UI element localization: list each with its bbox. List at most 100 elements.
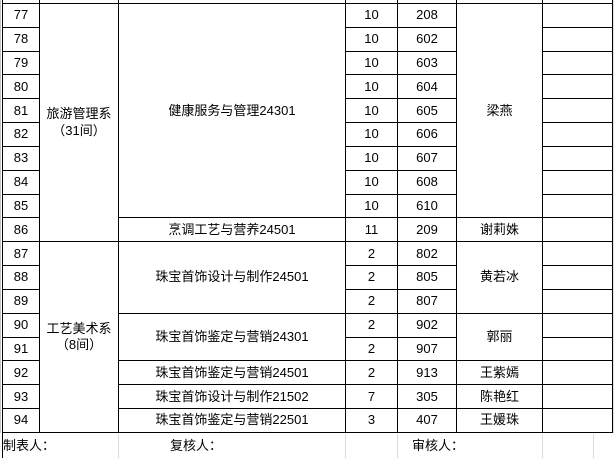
room-number-cell[interactable]: 209 <box>397 217 457 243</box>
major-cell[interactable]: 珠宝首饰设计与制作24501 <box>118 241 346 314</box>
row-number-cell[interactable]: 85 <box>2 193 40 219</box>
empty-cell[interactable] <box>542 408 613 433</box>
row-number-cell[interactable]: 94 <box>2 408 40 433</box>
room-count-cell[interactable]: 3 <box>345 408 398 433</box>
room-count-cell[interactable]: 10 <box>345 50 398 76</box>
room-number-cell[interactable]: 602 <box>397 26 457 52</box>
row-number-cell[interactable]: 88 <box>2 265 40 290</box>
room-number-cell[interactable]: 807 <box>397 288 457 314</box>
row-number-cell[interactable]: 92 <box>2 360 40 386</box>
teacher-name-cell[interactable]: 梁燕 <box>456 2 543 219</box>
department-cell[interactable]: 工艺美术系 （8间） <box>39 241 119 433</box>
room-number-cell[interactable]: 407 <box>397 408 457 433</box>
room-number-cell[interactable]: 208 <box>397 3 457 28</box>
empty-cell[interactable] <box>542 360 613 386</box>
table-row: 87 工艺美术系 （8间） 珠宝首饰设计与制作24501 2 802 黄若冰 <box>2 241 613 433</box>
empty-cell[interactable] <box>542 241 613 267</box>
room-count-cell[interactable]: 11 <box>345 217 398 243</box>
room-count-cell[interactable]: 7 <box>345 384 398 410</box>
empty-cell[interactable] <box>542 384 613 410</box>
room-count-cell[interactable]: 10 <box>345 145 398 171</box>
row-number-cell[interactable]: 86 <box>2 217 40 243</box>
teacher-name-cell[interactable]: 黄若冰 <box>456 241 543 314</box>
room-count-cell[interactable]: 10 <box>345 74 398 100</box>
room-count-cell[interactable]: 10 <box>345 3 398 28</box>
row-number-cell[interactable]: 90 <box>2 312 40 338</box>
empty-cell[interactable] <box>542 3 613 28</box>
major-cell[interactable]: 珠宝首饰鉴定与营销22501 <box>118 408 346 433</box>
empty-cell[interactable] <box>542 50 613 76</box>
department-room-total: （8间） <box>55 337 103 353</box>
room-count-cell[interactable]: 10 <box>345 26 398 52</box>
empty-cell[interactable] <box>542 122 613 147</box>
room-number-cell[interactable]: 603 <box>397 50 457 76</box>
row-number-cell[interactable]: 84 <box>2 169 40 195</box>
department-cell[interactable]: 旅游管理系 （31间） <box>39 2 119 243</box>
room-count-cell[interactable]: 2 <box>345 241 398 267</box>
room-number-cell[interactable]: 913 <box>397 360 457 386</box>
room-count-cell[interactable]: 10 <box>345 169 398 195</box>
empty-cell[interactable] <box>542 193 613 219</box>
empty-cell[interactable] <box>542 336 613 362</box>
empty-cell[interactable] <box>542 145 613 171</box>
room-count-cell[interactable]: 2 <box>345 336 398 362</box>
row-number-cell[interactable]: 83 <box>2 145 40 171</box>
row-number-cell[interactable]: 91 <box>2 336 40 362</box>
teacher-name-cell[interactable]: 郭丽 <box>456 312 543 362</box>
room-number-cell[interactable]: 610 <box>397 193 457 219</box>
room-number-cell[interactable]: 607 <box>397 145 457 171</box>
table-row: 85 10 610 <box>2 193 613 219</box>
room-count-cell[interactable]: 10 <box>345 98 398 124</box>
empty-cell[interactable] <box>542 265 613 290</box>
major-cell[interactable]: 珠宝首饰设计与制作21502 <box>118 384 346 410</box>
row-number-cell[interactable]: 78 <box>2 26 40 52</box>
row-number-cell[interactable]: 80 <box>2 74 40 100</box>
room-count-cell[interactable]: 2 <box>345 288 398 314</box>
room-number-cell[interactable]: 805 <box>397 265 457 290</box>
row-number-cell[interactable]: 89 <box>2 288 40 314</box>
room-count-cell[interactable]: 10 <box>345 193 398 219</box>
row-number-cell[interactable]: 77 <box>2 3 40 28</box>
room-number-cell[interactable]: 907 <box>397 336 457 362</box>
empty-cell[interactable] <box>542 26 613 52</box>
room-number-cell[interactable]: 606 <box>397 122 457 147</box>
major-cell[interactable]: 珠宝首饰鉴定与营销24501 <box>118 360 346 386</box>
checker-label: 复核人： <box>170 438 223 453</box>
table-row: 78 10 602 <box>2 26 613 52</box>
gridline <box>593 434 594 458</box>
major-cell[interactable]: 珠宝首饰鉴定与营销24301 <box>118 312 346 362</box>
empty-cell[interactable] <box>542 217 613 243</box>
teacher-name-cell[interactable]: 谢莉姝 <box>456 217 543 243</box>
empty-cell[interactable] <box>542 288 613 314</box>
room-number-cell[interactable]: 605 <box>397 98 457 124</box>
table-row: 77 旅游管理系 （31间） 健康服务与管理24301 10 208 梁燕 <box>2 2 613 243</box>
room-number-cell[interactable]: 608 <box>397 169 457 195</box>
teacher-name-cell[interactable]: 陈艳红 <box>456 384 543 410</box>
room-count-cell[interactable]: 10 <box>345 122 398 147</box>
row-number-cell[interactable]: 82 <box>2 122 40 147</box>
teacher-name-cell[interactable]: 王媛珠 <box>456 408 543 433</box>
empty-cell[interactable] <box>542 169 613 195</box>
row-number-cell[interactable]: 79 <box>2 50 40 76</box>
empty-cell[interactable] <box>542 74 613 100</box>
room-count-cell[interactable]: 2 <box>345 312 398 338</box>
row-number-cell[interactable]: 87 <box>2 241 40 267</box>
room-number-cell[interactable]: 305 <box>397 384 457 410</box>
room-number-cell[interactable]: 802 <box>397 241 457 267</box>
table-row: 80 10 604 <box>2 74 613 100</box>
major-cell[interactable]: 健康服务与管理24301 <box>118 2 346 219</box>
teacher-name-cell[interactable]: 王紫嫣 <box>456 360 543 386</box>
row-number-cell[interactable]: 93 <box>2 384 40 410</box>
room-number-cell[interactable]: 604 <box>397 74 457 100</box>
auditor-label: 审核人： <box>412 438 465 453</box>
row-number-cell[interactable]: 81 <box>2 98 40 124</box>
table-row: 89 2 807 <box>2 288 613 314</box>
room-number-cell[interactable]: 902 <box>397 312 457 338</box>
room-count-cell[interactable]: 2 <box>345 265 398 290</box>
department-name: 工艺美术系 <box>46 320 112 336</box>
room-count-cell[interactable]: 2 <box>345 360 398 386</box>
empty-cell[interactable] <box>542 312 613 338</box>
empty-cell[interactable] <box>542 98 613 124</box>
major-cell[interactable]: 烹调工艺与营养24501 <box>118 217 346 243</box>
